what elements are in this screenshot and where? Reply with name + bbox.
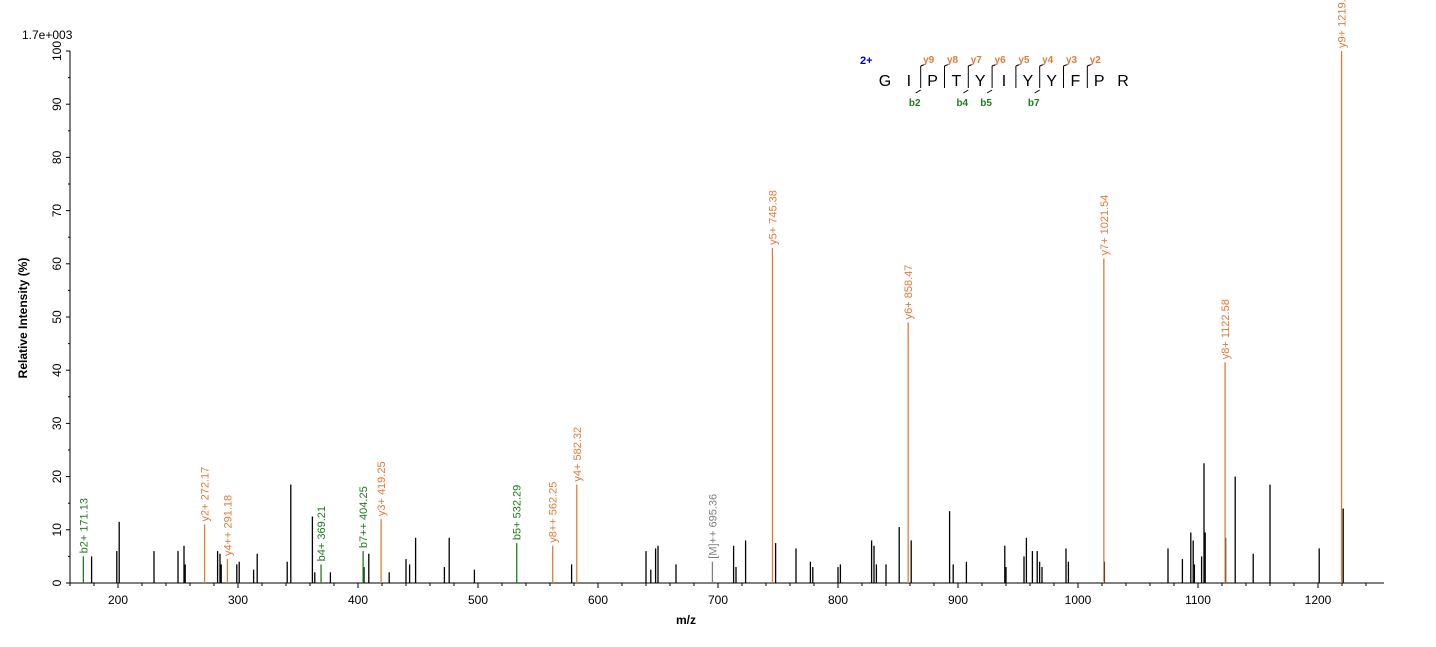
x-tick-label: 700: [708, 593, 728, 607]
peak-label: b2+ 171.13: [78, 498, 90, 553]
x-tick-label: 600: [588, 593, 608, 607]
y-ion-hook: [944, 63, 950, 67]
y-ion-label: y4: [1042, 55, 1054, 66]
residue-letter: R: [1117, 73, 1129, 90]
residue-letter: Y: [1046, 73, 1057, 90]
y-ion-hook: [1063, 63, 1069, 67]
residue-letter: I: [1002, 73, 1006, 90]
peak-label: y8+ 1122.58: [1220, 299, 1232, 359]
y-tick-label: 30: [50, 416, 64, 430]
residue-letter: T: [952, 73, 962, 90]
x-tick-label: 1000: [1065, 593, 1092, 607]
b-ion-label: b7: [1028, 98, 1040, 109]
y-tick-label: 10: [50, 523, 64, 537]
x-tick-label: 300: [228, 593, 248, 607]
y-ion-label: y9: [923, 55, 935, 66]
b-ion-hook: [963, 89, 969, 94]
peak-label: y2+ 272.17: [200, 467, 212, 522]
peak-label: b4+ 369.21: [316, 506, 328, 561]
y-ion-hook: [920, 63, 926, 67]
x-axis-label: m/z: [676, 613, 696, 627]
y-ion-label: y6: [995, 55, 1007, 66]
x-tick-label: 500: [468, 593, 488, 607]
y-ion-label: y7: [971, 55, 983, 66]
b-ion-label: b4: [956, 98, 968, 109]
b-ion-hook: [1034, 89, 1040, 94]
y-ion-hook: [1039, 63, 1045, 67]
b-ion-label: b2: [909, 98, 921, 109]
y-ion-label: y3: [1066, 55, 1078, 66]
y-axis-label: Relative Intensity (%): [16, 258, 30, 379]
peak-label: y4+ 582.32: [572, 427, 584, 482]
peak-label: y4++ 291.18: [222, 495, 234, 556]
y-ion-label: y8: [947, 55, 959, 66]
y-tick-label: 0: [50, 579, 64, 586]
x-tick-label: 400: [348, 593, 368, 607]
charge-state-label: 2+: [860, 55, 873, 67]
peak-label: y3+ 419.25: [376, 461, 388, 516]
y-tick-label: 20: [50, 470, 64, 484]
peak-label: y9+ 1219.64: [1337, 0, 1349, 48]
b-ion-hook: [915, 89, 921, 94]
x-tick-label: 800: [828, 593, 848, 607]
peak-label: b5+ 532.29: [512, 485, 524, 540]
residue-letter: I: [907, 73, 911, 90]
peak-label: y8++ 562.25: [548, 482, 560, 543]
y-ion-label: y5: [1018, 55, 1030, 66]
peak-label: y6+ 858.47: [903, 265, 915, 320]
peaks: [82, 51, 1344, 583]
peak-labels: b2+ 171.13 y2+ 272.17 y4++ 291.18 b4+ 369.2…: [78, 0, 1348, 561]
b-ion-label: b5: [980, 98, 992, 109]
b-ion-hook: [986, 89, 993, 94]
x-tick-label: 900: [948, 593, 968, 607]
peak-label: y5+ 745.38: [767, 190, 779, 245]
y-ion-label: y2: [1090, 55, 1102, 66]
residue-letter: P: [927, 73, 938, 90]
x-tick-label: 200: [108, 593, 128, 607]
y-tick-label: 60: [50, 257, 64, 271]
y-ion-hook: [968, 63, 974, 67]
y-tick-label: 90: [50, 97, 64, 111]
y-tick-label: 100: [50, 41, 64, 61]
y-ion-hook: [1087, 63, 1093, 67]
y-tick-label: 80: [50, 150, 64, 164]
intensity-scale-label: 1.7e+003: [22, 28, 73, 42]
x-tick-label: 1200: [1305, 593, 1332, 607]
y-ion-hook: [991, 63, 998, 67]
peak-label: [M]++ 695.36: [707, 494, 719, 559]
peak-label: y7+ 1021.54: [1099, 195, 1111, 256]
residue-letter: Y: [975, 73, 986, 90]
residue-letter: Y: [1022, 73, 1033, 90]
x-tick-label: 1100: [1185, 593, 1211, 607]
y-tick-label: 50: [50, 310, 64, 324]
peak-label: b7++ 404.25: [358, 486, 370, 548]
y-tick-label: 40: [50, 363, 64, 377]
residue-letter: G: [879, 73, 891, 90]
y-tick-label: 70: [50, 204, 64, 218]
residue-letter: P: [1094, 73, 1105, 90]
y-ion-hook: [1015, 63, 1022, 67]
residue-letter: F: [1071, 73, 1081, 90]
axes: 0 10 20 30 40 50 60 70 80 90 100 200 300 400 500 600 700…: [50, 41, 1384, 607]
